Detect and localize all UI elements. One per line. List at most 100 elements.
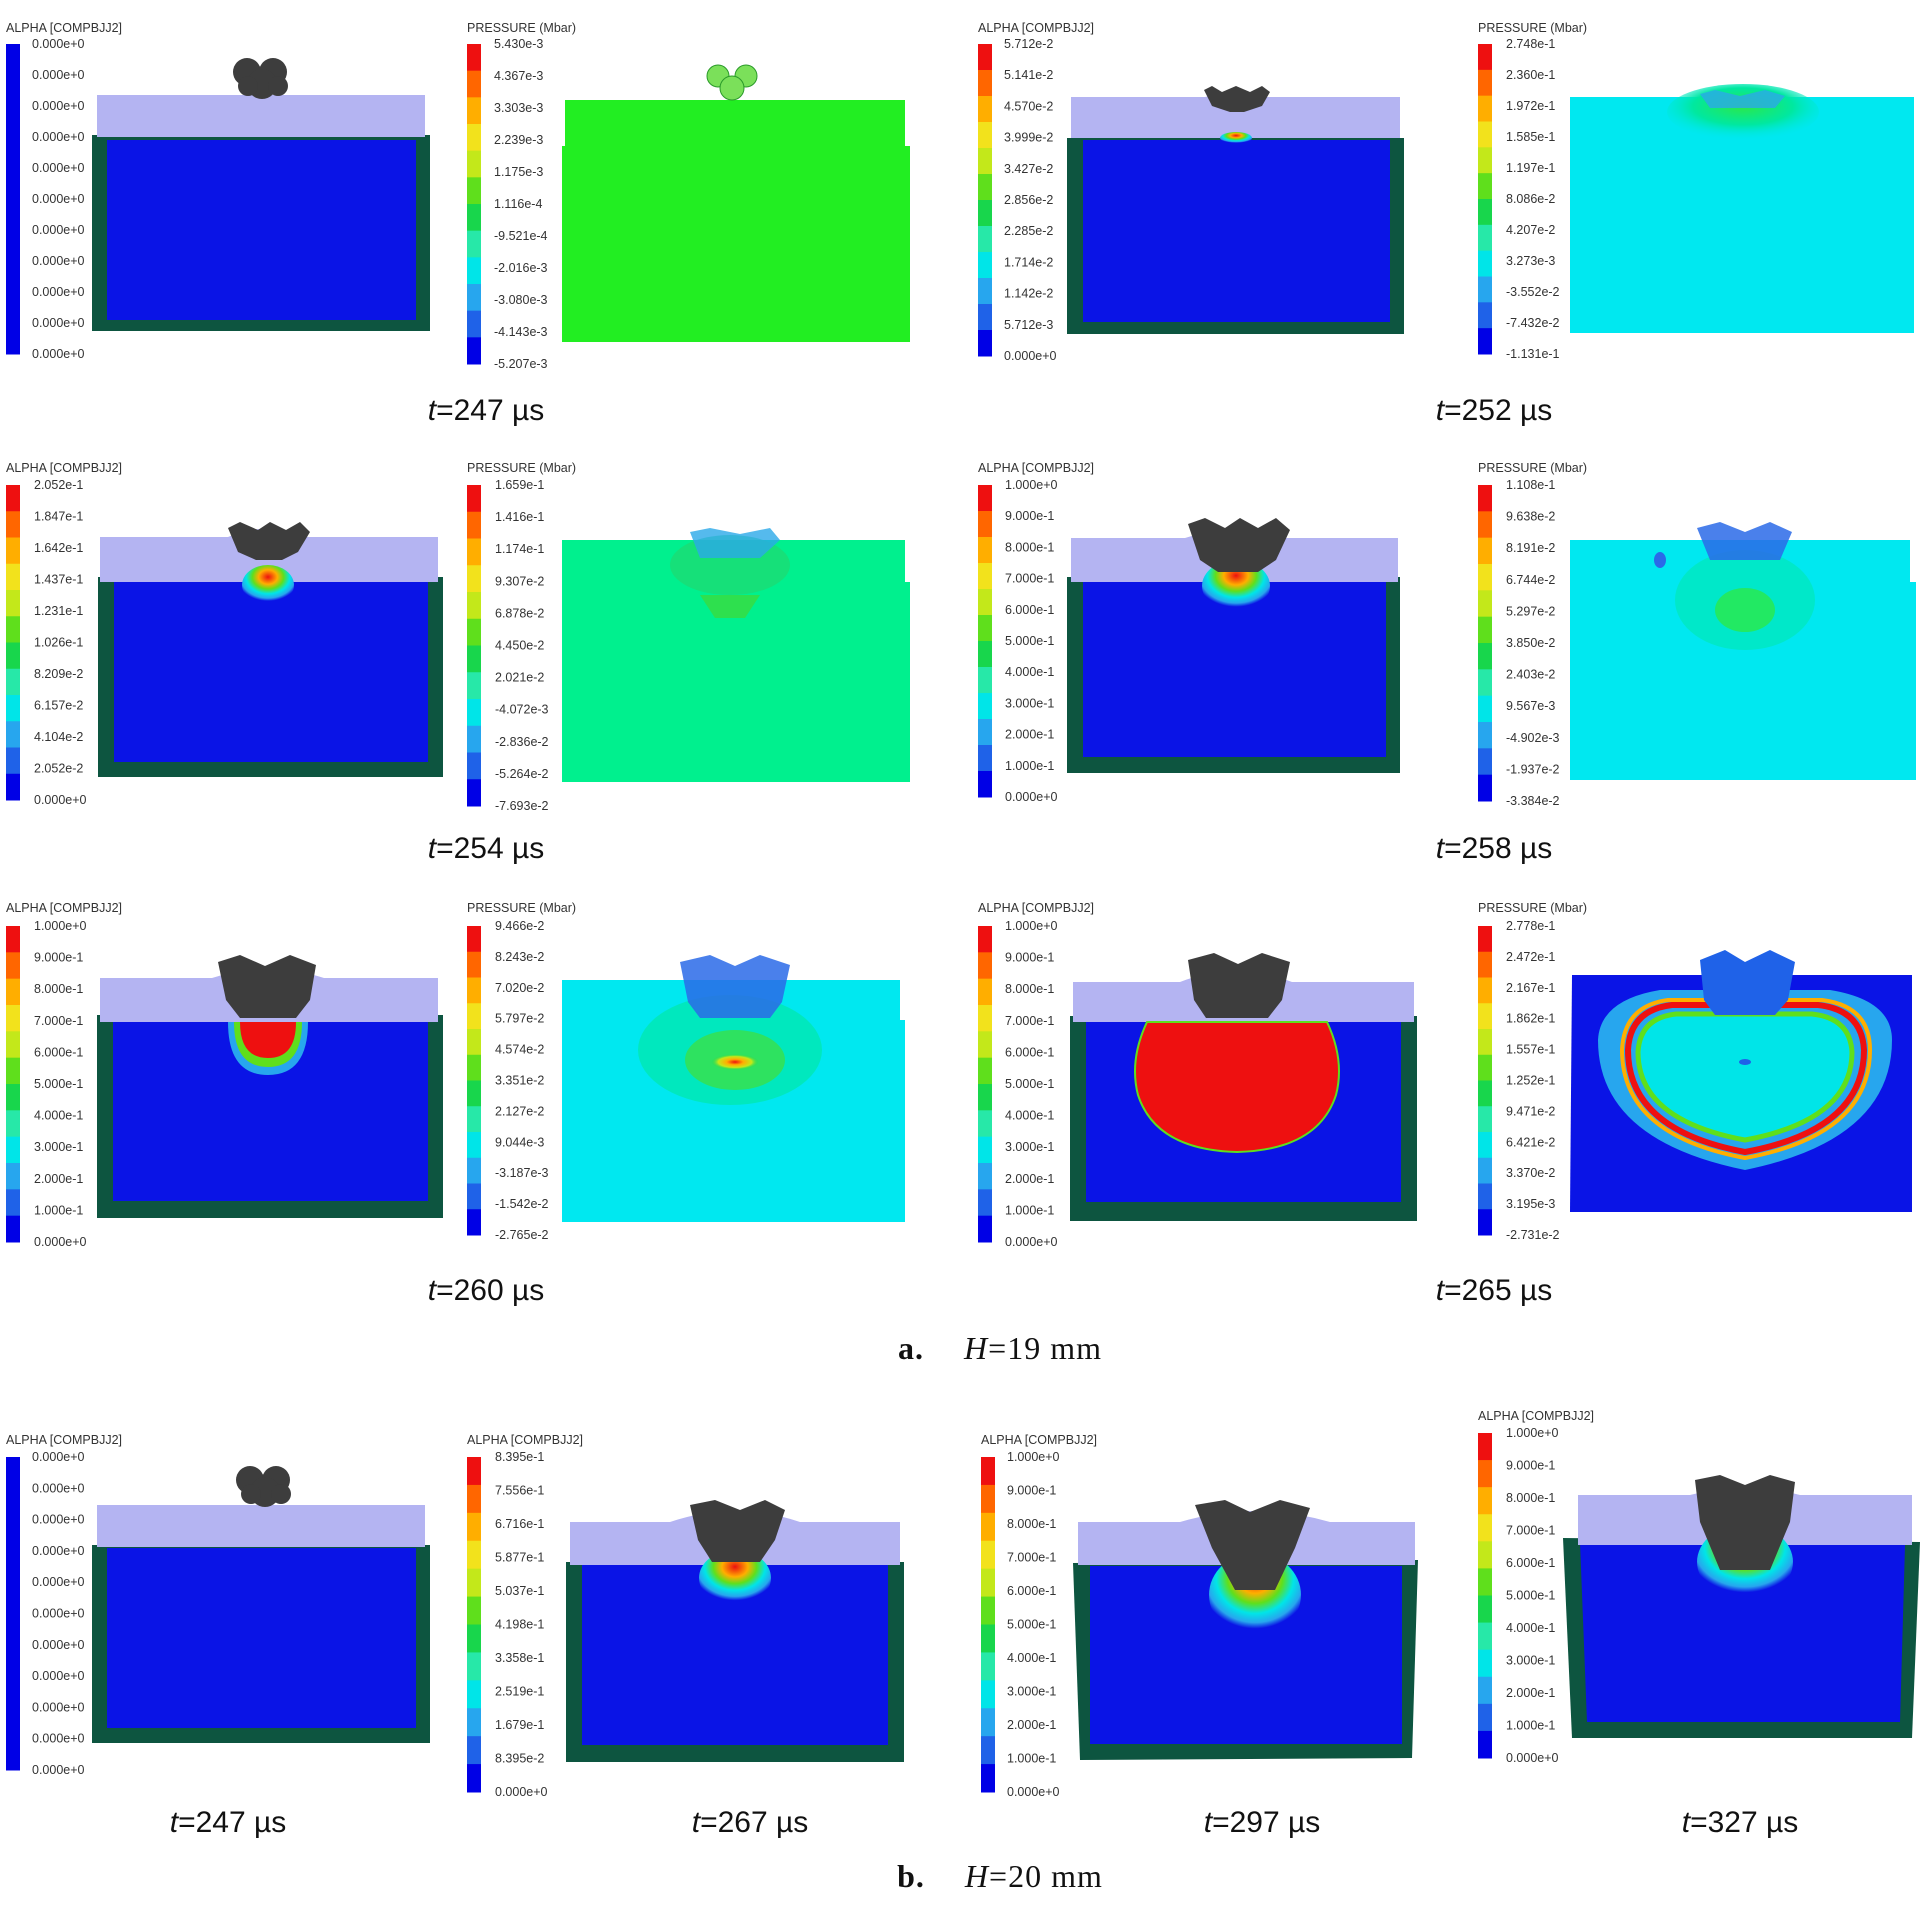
pressure-plot [1570, 950, 1912, 1212]
legend-value: 9.638e-2 [1506, 510, 1555, 524]
legend-value: -3.080e-3 [494, 293, 548, 307]
legend-value: 0.000e+0 [32, 1669, 85, 1683]
legend-swatch [981, 1652, 995, 1681]
legend-swatch [467, 1029, 481, 1056]
legend-value: 1.679e-1 [495, 1718, 544, 1732]
legend-value: 1.000e+0 [1506, 1426, 1559, 1440]
legend-value: -7.693e-2 [495, 799, 549, 813]
legend-value: 3.273e-3 [1506, 254, 1555, 268]
legend-swatch [1478, 1568, 1492, 1596]
color-legend: ALPHA [COMPBJJ2] 1.000e+0 9.000e-1 8.000e-1… [981, 1433, 1097, 1799]
legend-swatch [6, 485, 20, 512]
legend-swatch [467, 672, 481, 700]
legend-swatch [1478, 1157, 1492, 1184]
legend-value: -3.384e-2 [1506, 794, 1560, 808]
legend-swatch [6, 1613, 20, 1641]
projectile [228, 522, 310, 560]
legend-value: 1.142e-2 [1004, 287, 1053, 301]
legend-title: PRESSURE (Mbar) [1478, 901, 1587, 915]
legend-swatch [6, 537, 20, 565]
legend-value: 2.403e-2 [1506, 668, 1555, 682]
legend-value: 6.000e-1 [1005, 603, 1054, 617]
legend-swatch [467, 230, 481, 258]
legend-value: 0.000e+0 [32, 192, 85, 206]
legend-swatch [978, 1136, 992, 1164]
legend-swatch [978, 563, 992, 590]
legend-value: 2.167e-1 [1506, 981, 1555, 995]
color-legend: ALPHA [COMPBJJ2] 1.000e+0 9.000e-1 8.000e-1… [1478, 1409, 1594, 1765]
legend-swatch [467, 1596, 481, 1625]
legend-swatch [467, 511, 481, 539]
legend-swatch [1478, 1003, 1492, 1030]
legend-swatch [1478, 121, 1492, 148]
legend-swatch [978, 278, 992, 305]
legend-swatch [1478, 511, 1492, 539]
legend-swatch [6, 616, 20, 643]
legend-swatch [1478, 616, 1492, 644]
legend-swatch [1478, 1730, 1492, 1759]
legend-swatch [1478, 302, 1492, 329]
legend-swatch [6, 747, 20, 775]
legend-swatch [1478, 1487, 1492, 1515]
legend-value: 5.712e-3 [1004, 318, 1053, 332]
legend-value: 7.000e-1 [1005, 1014, 1054, 1028]
projectile [690, 1500, 785, 1562]
legend-swatch [467, 44, 481, 72]
legend-swatch [6, 1163, 20, 1190]
legend-value: 8.000e-1 [1007, 1517, 1056, 1531]
legend-value: 1.000e-1 [34, 1203, 83, 1217]
legend-value: 3.370e-2 [1506, 1166, 1555, 1180]
legend-swatch [1478, 951, 1492, 978]
legend-title: ALPHA [COMPBJJ2] [6, 1433, 122, 1447]
color-legend: ALPHA [COMPBJJ2] 5.712e-2 5.141e-2 4.570e-2… [978, 21, 1094, 363]
legend-swatch [6, 978, 20, 1006]
legend-value: 3.999e-2 [1004, 131, 1053, 145]
legend-value: 0.000e+0 [32, 1607, 85, 1621]
legend-swatch [6, 1587, 20, 1614]
legend-value: 0.000e+0 [32, 130, 85, 144]
legend-swatch [981, 1764, 995, 1793]
legend-swatch [6, 1189, 20, 1217]
legend-value: -4.143e-3 [494, 325, 548, 339]
legend-value: 2.239e-3 [494, 133, 543, 147]
projectile [236, 1466, 291, 1507]
legend-swatch [6, 1084, 20, 1111]
legend-title: PRESSURE (Mbar) [467, 461, 576, 475]
legend-value: 5.000e-1 [1506, 1589, 1555, 1603]
legend-swatch [978, 1215, 992, 1243]
legend-value: 9.000e-1 [1005, 951, 1054, 965]
legend-value: 0.000e+0 [32, 223, 85, 237]
legend-value: 4.104e-2 [34, 730, 83, 744]
legend-swatch [467, 177, 481, 205]
legend-value: 1.557e-1 [1506, 1043, 1555, 1057]
legend-value: 1.000e-1 [1005, 759, 1054, 773]
legend-swatch [467, 284, 481, 312]
legend-value: 3.358e-1 [495, 1651, 544, 1665]
legend-value: 8.086e-2 [1506, 192, 1555, 206]
legend-value: 1.252e-1 [1506, 1074, 1555, 1088]
legend-swatch [978, 1057, 992, 1085]
legend-swatch [6, 199, 20, 226]
legend-value: 9.466e-2 [495, 919, 544, 933]
legend-swatch [1478, 695, 1492, 723]
legend-swatch [1478, 643, 1492, 670]
legend-swatch [978, 252, 992, 279]
legend-swatch [467, 1736, 481, 1765]
legend-value: 9.471e-2 [1506, 1104, 1555, 1118]
legend-swatch [467, 1540, 481, 1570]
legend-value: 8.000e-1 [34, 982, 83, 996]
legend-value: 0.000e+0 [495, 1785, 548, 1799]
legend-value: 1.026e-1 [34, 636, 83, 650]
legend-swatch [978, 122, 992, 149]
legend-value: 1.847e-1 [34, 510, 83, 524]
caption-a: a. H=19 mm [898, 1330, 1102, 1366]
legend-value: 2.778e-1 [1506, 919, 1555, 933]
legend-swatch [981, 1484, 995, 1514]
legend-swatch [978, 589, 992, 616]
legend-swatch [1478, 147, 1492, 174]
legend-value: 1.108e-1 [1506, 478, 1555, 492]
time-label: t=297 µs [1203, 1806, 1321, 1839]
legend-value: 0.000e+0 [32, 99, 85, 113]
legend-value: 3.000e-1 [34, 1140, 83, 1154]
legend-title: ALPHA [COMPBJJ2] [978, 461, 1094, 475]
